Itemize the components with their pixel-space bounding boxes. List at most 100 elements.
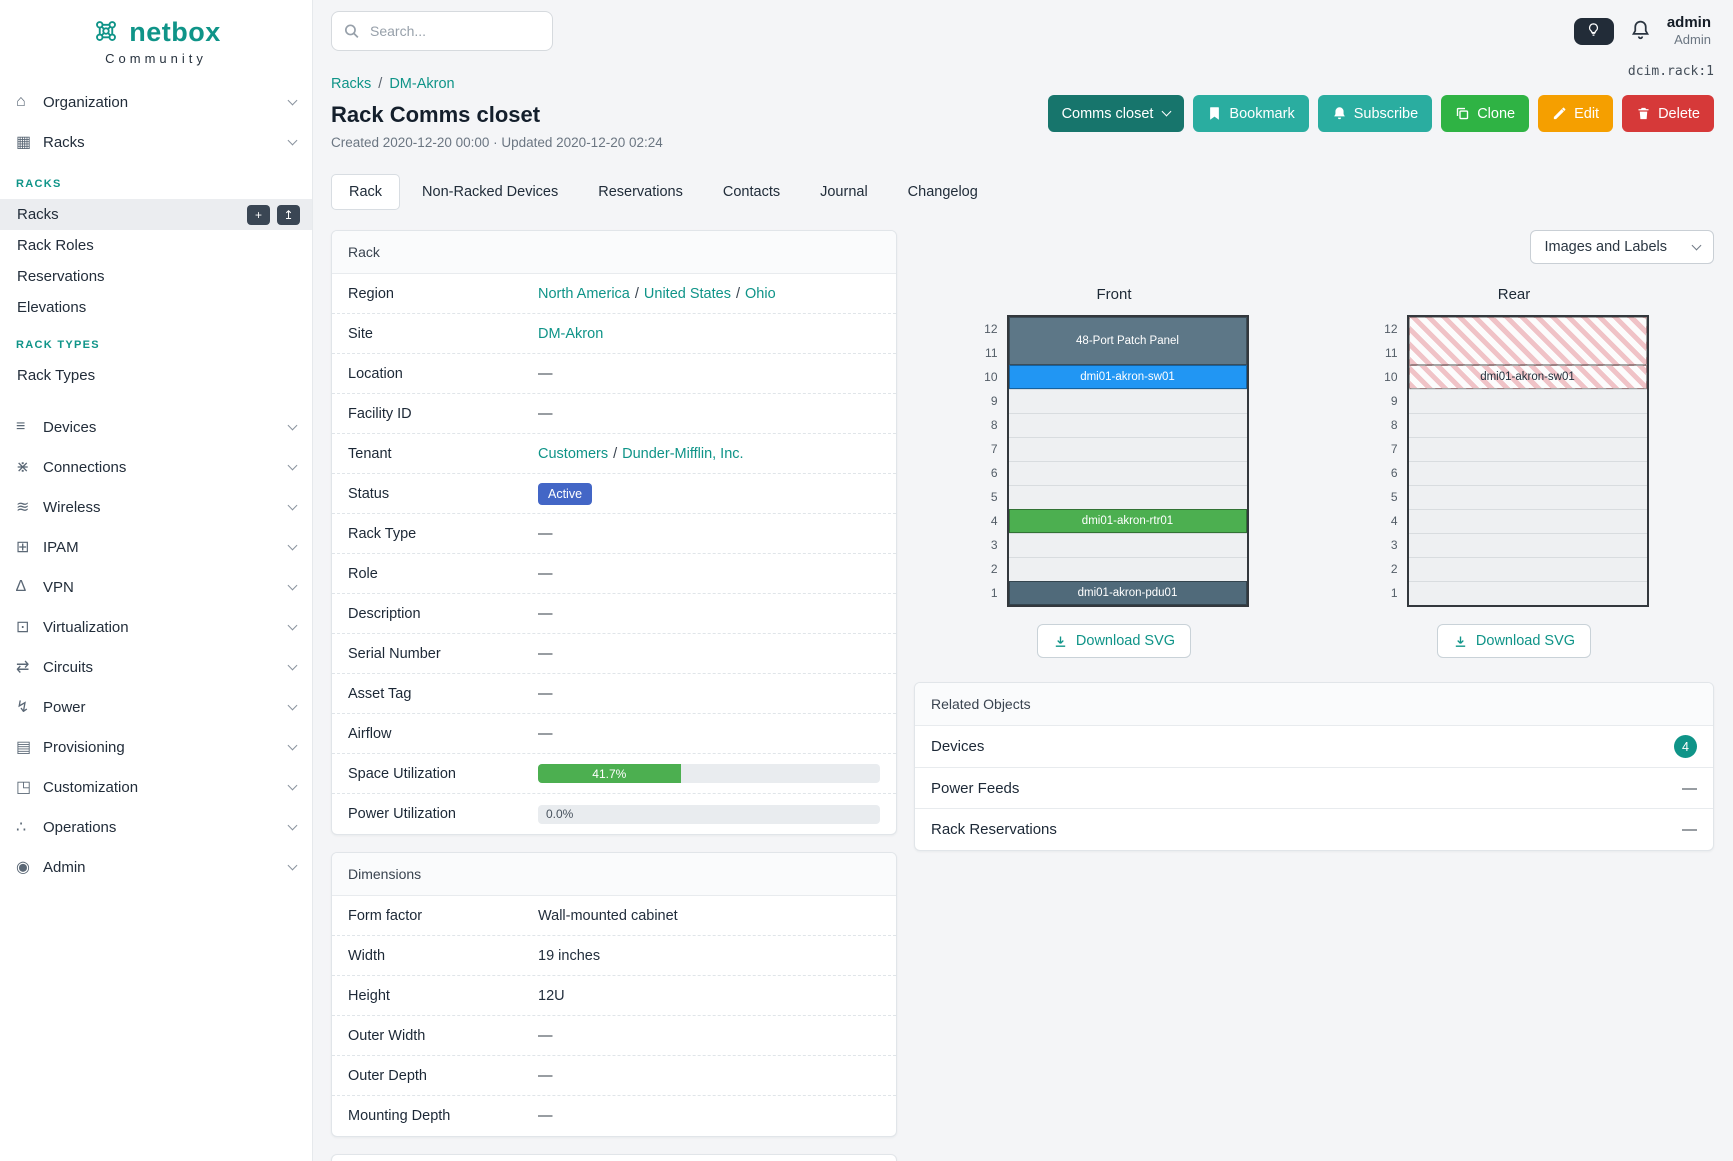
sidebar-item-circuits[interactable]: ⇄ Circuits xyxy=(0,647,312,687)
rack-device[interactable]: 48-Port Patch Panel xyxy=(1008,317,1247,365)
field-value: — xyxy=(538,605,553,622)
search-input[interactable] xyxy=(331,11,553,51)
chevron-down-icon xyxy=(287,780,298,790)
north-america-link[interactable]: North America xyxy=(538,285,630,302)
rack-unit-empty[interactable] xyxy=(1408,413,1647,437)
field-label: Mounting Depth xyxy=(348,1108,451,1124)
subscribe-button[interactable]: Subscribe xyxy=(1317,95,1433,132)
rack-unit-empty[interactable] xyxy=(1008,557,1247,581)
rack-unit-empty[interactable] xyxy=(1408,557,1647,581)
field-value: — xyxy=(538,525,553,542)
user-name: admin xyxy=(1666,14,1711,32)
field-value: — xyxy=(538,685,553,702)
netbox-logo-icon xyxy=(91,16,121,49)
add-rack-button[interactable]: + xyxy=(247,204,270,225)
rack-unit-empty[interactable] xyxy=(1408,533,1647,557)
download-svg-button[interactable]: Download SVG xyxy=(1036,624,1192,658)
tabs: Rack Non-Racked Devices Reservations Contac… xyxy=(331,174,1714,210)
tab-rack[interactable]: Rack xyxy=(331,174,401,210)
download-svg-button[interactable]: Download SVG xyxy=(1436,624,1592,658)
sidebar-item-organization[interactable]: ⌂ Organization xyxy=(0,82,312,122)
bookmark-button[interactable]: Bookmark xyxy=(1193,95,1309,132)
delete-button[interactable]: Delete xyxy=(1622,95,1714,132)
field-row-width: Width 19 inches xyxy=(332,936,896,976)
related-row-devices[interactable]: Devices 4 xyxy=(915,726,1713,768)
rack-unit-empty[interactable] xyxy=(1008,437,1247,461)
ohio-link[interactable]: Ohio xyxy=(745,285,776,302)
related-rows: Devices 4 Power Feeds — Rack Reservations — xyxy=(915,726,1713,850)
comms-closet-button[interactable]: Comms closet xyxy=(1047,95,1185,132)
field-value: North America / United States / Ohio xyxy=(538,285,776,302)
sidebar-item-connections[interactable]: ⋇ Connections xyxy=(0,447,312,487)
related-row-power-feeds[interactable]: Power Feeds — xyxy=(915,768,1713,809)
sidebar-item-provisioning[interactable]: ▤ Provisioning xyxy=(0,727,312,767)
field-label: Serial Number xyxy=(348,645,441,662)
user-menu[interactable]: admin Admin xyxy=(1667,14,1711,48)
sidebar-item-reservations[interactable]: Reservations xyxy=(17,268,105,285)
unit-number: 10 xyxy=(1384,370,1398,384)
rack-unit-empty[interactable] xyxy=(1008,461,1247,485)
field-row-asset-tag: Asset Tag — xyxy=(332,674,896,714)
sidebar-item-racks[interactable]: Racks + ↥ xyxy=(0,199,312,230)
sidebar-item-wireless[interactable]: ≋ Wireless xyxy=(0,487,312,527)
circuits-icon: ⇄ xyxy=(16,659,30,676)
breadcrumb-link-dm-akron[interactable]: DM-Akron xyxy=(389,76,455,92)
rack-panel-rows: Region North America / United States / Ohio Si… xyxy=(332,274,896,834)
tab-contacts[interactable]: Contacts xyxy=(722,184,781,200)
columns: Rack Region North America / United States / O… xyxy=(331,230,1714,1161)
sidebar-item-customization[interactable]: ◳ Customization xyxy=(0,767,312,807)
sidebar-item-devices[interactable]: ≡ Devices xyxy=(0,407,312,447)
rack-unit-empty[interactable] xyxy=(1008,533,1247,557)
breadcrumb-link-racks[interactable]: Racks xyxy=(331,76,372,92)
images-and-labels-select[interactable]: Images and Labels xyxy=(1530,230,1714,264)
rack-unit-empty[interactable] xyxy=(1408,509,1647,533)
rack-unit-empty[interactable] xyxy=(1408,581,1647,605)
tab-journal[interactable]: Journal xyxy=(820,184,868,200)
field-label: Power Utilization xyxy=(348,806,456,822)
rack-unit-empty[interactable] xyxy=(1008,389,1247,413)
user-role: Admin xyxy=(1674,32,1711,48)
rack-unit-empty[interactable] xyxy=(1408,485,1647,509)
rack-device[interactable]: dmi01-akron-pdu01 xyxy=(1008,581,1247,605)
tab-non-racked-devices[interactable]: Non-Racked Devices xyxy=(422,184,559,200)
sidebar-item-ipam[interactable]: ⊞ IPAM xyxy=(0,527,312,567)
field-label: Airflow xyxy=(348,725,392,742)
united-states-link[interactable]: United States xyxy=(643,285,731,302)
tab-changelog[interactable]: Changelog xyxy=(907,184,978,200)
rack-device[interactable]: dmi01-akron-sw01 xyxy=(1408,365,1647,389)
rack-device[interactable] xyxy=(1408,317,1647,365)
tab-reservations[interactable]: Reservations xyxy=(598,184,683,200)
dm-akron-link[interactable]: DM-Akron xyxy=(538,325,604,342)
sidebar-item-power[interactable]: ↯ Power xyxy=(0,687,312,727)
import-rack-button[interactable]: ↥ xyxy=(277,204,300,225)
rack-unit-empty[interactable] xyxy=(1408,389,1647,413)
sidebar-item-admin[interactable]: ◉ Admin xyxy=(0,847,312,887)
theme-toggle-button[interactable] xyxy=(1573,17,1614,45)
rack-device[interactable]: dmi01-akron-rtr01 xyxy=(1008,509,1247,533)
field-value: Customers / Dunder-Mifflin, Inc. xyxy=(538,445,744,462)
netbox-logo[interactable]: netbox Community xyxy=(0,16,312,66)
rack-unit-empty[interactable] xyxy=(1408,437,1647,461)
sidebar-item-vpn[interactable]: ∆ VPN xyxy=(0,567,312,607)
sidebar-item-virtualization[interactable]: ⊡ Virtualization xyxy=(0,607,312,647)
unit-number: 9 xyxy=(1390,394,1398,408)
sidebar-item-rack-types[interactable]: Rack Types xyxy=(17,367,96,384)
rack-unit-empty[interactable] xyxy=(1008,413,1247,437)
notifications-button[interactable] xyxy=(1630,19,1651,43)
unit-numbers: 12 11 10 9 8 7 6 5 4 3 2 1 xyxy=(1380,315,1398,605)
sidebar-item-elevations[interactable]: Elevations xyxy=(17,299,87,316)
edit-button[interactable]: Edit xyxy=(1538,95,1614,132)
field-label: Facility ID xyxy=(348,405,412,422)
sidebar-item-rack-roles[interactable]: Rack Roles xyxy=(17,237,94,254)
related-row-rack-reservations[interactable]: Rack Reservations — xyxy=(931,821,1697,838)
sidebar-item-operations[interactable]: ∴ Operations xyxy=(0,807,312,847)
clone-button[interactable]: Clone xyxy=(1441,95,1530,132)
sidebar-item-racks[interactable]: ▦ Racks xyxy=(0,122,312,162)
dunder-mifflin-inc-link[interactable]: Dunder-Mifflin, Inc. xyxy=(622,445,744,462)
bell-icon xyxy=(1630,19,1651,43)
customers-link[interactable]: Customers xyxy=(538,445,609,462)
trash-icon xyxy=(1636,106,1651,121)
rack-unit-empty[interactable] xyxy=(1008,485,1247,509)
rack-device[interactable]: dmi01-akron-sw01 xyxy=(1008,365,1247,389)
rack-unit-empty[interactable] xyxy=(1408,461,1647,485)
